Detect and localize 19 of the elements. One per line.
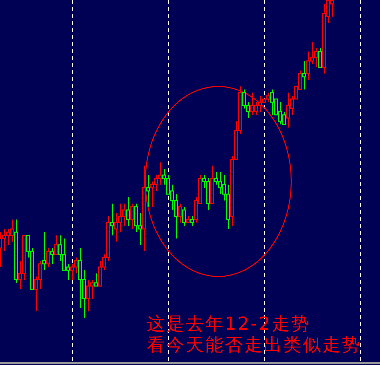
candlestick (302, 60, 306, 90)
candlestick (70, 264, 74, 280)
candlestick (78, 248, 82, 309)
candlestick (126, 197, 130, 227)
candlestick (158, 162, 162, 186)
candlestick (86, 279, 90, 312)
text: 看今天能否走出类似走势 (147, 335, 362, 356)
candlestick (114, 212, 118, 242)
candlestick (2, 228, 6, 252)
candlestick (322, 4, 326, 74)
candlestick (150, 181, 154, 208)
candlestick (306, 51, 310, 81)
candlestick (258, 96, 262, 112)
candlestick (218, 172, 222, 195)
candlestick (118, 203, 122, 233)
candlestick (6, 228, 10, 246)
candlestick (142, 165, 146, 252)
annotation: 这是去年12-2走势 (147, 314, 311, 335)
candlestick (286, 92, 290, 128)
